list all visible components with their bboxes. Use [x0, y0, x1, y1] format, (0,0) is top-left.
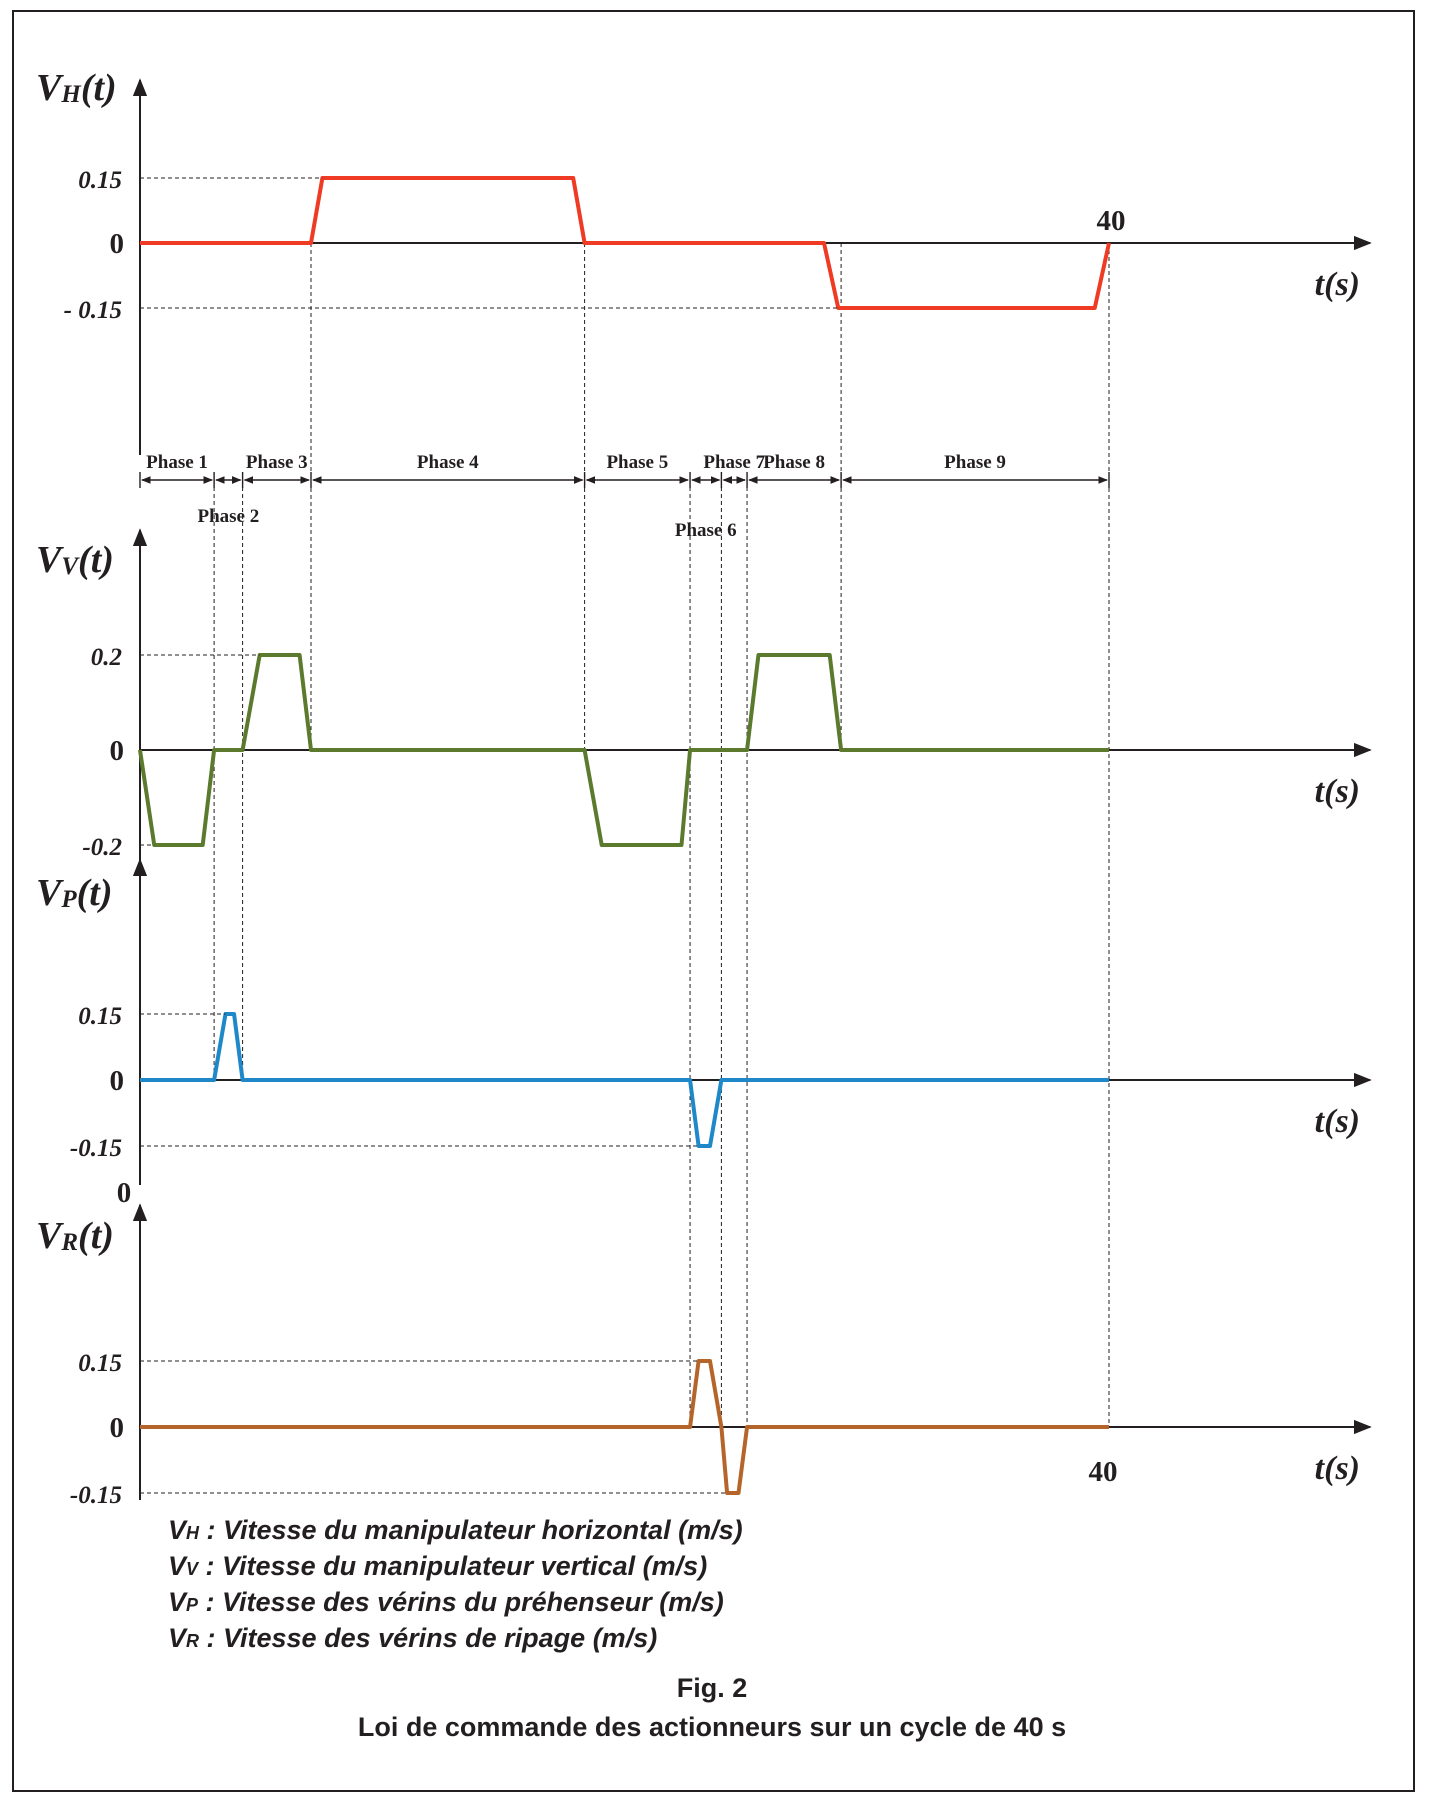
- vr-series-line: [140, 1359, 1109, 1495]
- vr-tick-label: -0.15: [70, 1482, 122, 1509]
- phase-label: Phase 4: [417, 452, 479, 473]
- phase-label: Phase 6: [675, 520, 737, 541]
- vh-tick-label: - 0.15: [64, 297, 122, 324]
- legend-entry: VP : Vitesse des vérins du préhenseur (m…: [168, 1587, 724, 1617]
- vh-series-line: [140, 176, 1111, 310]
- figure-number: Fig. 2: [677, 1673, 748, 1703]
- phase-label: Phase 9: [944, 452, 1006, 473]
- vh-y-label: VH(t): [36, 67, 117, 109]
- phase-label: Phase 2: [197, 506, 259, 527]
- vv-tick-label: -0.2: [82, 834, 122, 861]
- phase-label: Phase 8: [763, 452, 825, 473]
- vh-tick-label: 0.15: [78, 167, 122, 194]
- end-time-label-top: 40: [1097, 205, 1126, 237]
- vv-tick-label: 0.2: [91, 644, 122, 671]
- phase-label: Phase 7: [703, 452, 765, 473]
- vr-y-label: VR(t): [36, 1215, 114, 1257]
- end-time-label-bottom: 40: [1089, 1456, 1118, 1488]
- vp-tick-label: 0: [110, 1065, 125, 1097]
- vp-x-label: t(s): [1315, 1103, 1360, 1140]
- legend-entry: VR : Vitesse des vérins de ripage (m/s): [168, 1623, 657, 1653]
- vp-series-line: [140, 1012, 1109, 1148]
- vr-x-label: t(s): [1315, 1450, 1360, 1487]
- vh-tick-label: 0: [110, 228, 125, 260]
- vr-tick-label: 0: [110, 1412, 125, 1444]
- vv-tick-label: 0: [110, 735, 125, 767]
- vv-series-line: [138, 653, 1109, 847]
- vr-top-mark: 0: [117, 1177, 132, 1209]
- phase-label: Phase 3: [246, 452, 308, 473]
- vp-y-label: VP(t): [36, 872, 113, 914]
- vv-x-label: t(s): [1315, 773, 1360, 810]
- legend-entry: VV : Vitesse du manipulateur vertical (m…: [168, 1551, 707, 1581]
- vp-tick-label: -0.15: [70, 1135, 122, 1162]
- figure-frame: [12, 10, 1415, 1792]
- vv-y-label: VV(t): [36, 539, 114, 581]
- figure-caption: Loi de commande des actionneurs sur un c…: [358, 1712, 1066, 1742]
- phase-label: Phase 5: [606, 452, 668, 473]
- vp-tick-label: 0.15: [78, 1003, 122, 1030]
- legend-entry: VH : Vitesse du manipulateur horizontal …: [168, 1515, 743, 1545]
- vh-x-label: t(s): [1315, 266, 1360, 303]
- phase-label: Phase 1: [146, 452, 208, 473]
- vr-tick-label: 0.15: [78, 1350, 122, 1377]
